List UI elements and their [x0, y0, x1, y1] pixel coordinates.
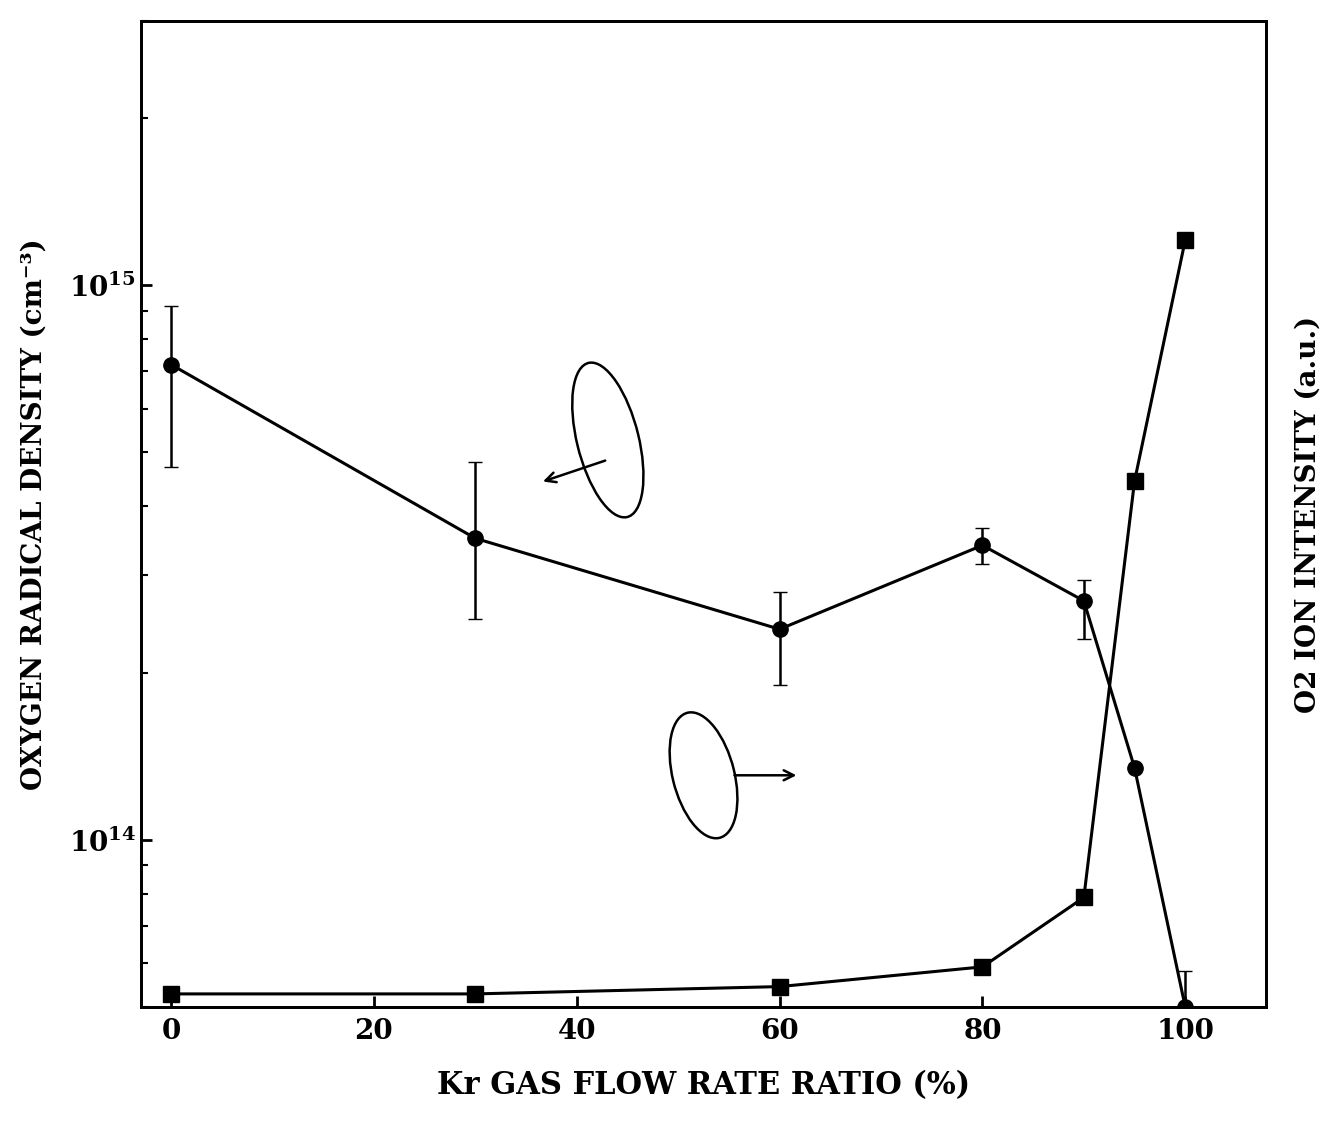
- X-axis label: Kr GAS FLOW RATE RATIO (%): Kr GAS FLOW RATE RATIO (%): [437, 1070, 970, 1101]
- Y-axis label: O2 ION INTENSITY (a.u.): O2 ION INTENSITY (a.u.): [1294, 315, 1321, 712]
- Y-axis label: OXYGEN RADICAL DENSITY (cm⁻³): OXYGEN RADICAL DENSITY (cm⁻³): [21, 238, 48, 790]
